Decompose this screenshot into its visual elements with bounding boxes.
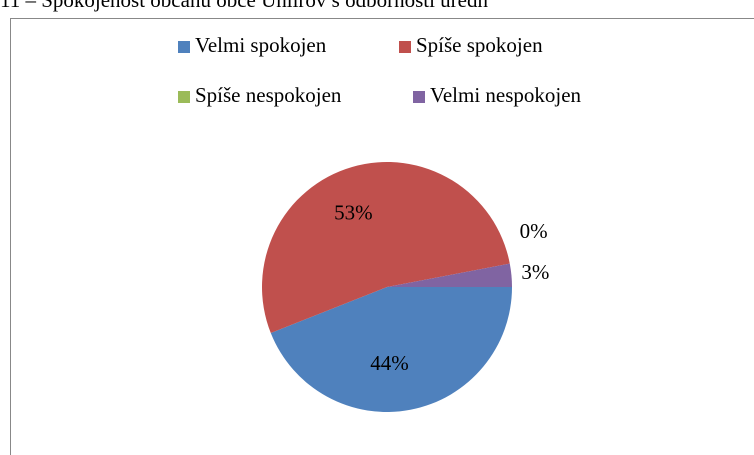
data-label: 53% bbox=[334, 200, 373, 224]
legend-label: Velmi nespokojen bbox=[430, 83, 582, 107]
legend-label: Spíše spokojen bbox=[416, 33, 543, 57]
legend-swatch bbox=[178, 41, 190, 53]
chart-title: 11 – Spokojenost občanů obce Uhlířov s o… bbox=[0, 0, 488, 12]
data-label: 0% bbox=[520, 219, 548, 243]
pie-slice bbox=[387, 263, 512, 287]
legend-label: Spíše nespokojen bbox=[195, 83, 342, 107]
legend-swatch bbox=[178, 91, 190, 103]
legend-swatch bbox=[399, 41, 411, 53]
chart-frame bbox=[10, 18, 754, 455]
data-label: 3% bbox=[521, 260, 549, 284]
pie-slice bbox=[270, 287, 512, 413]
pie-slice bbox=[262, 162, 510, 334]
legend-swatch bbox=[413, 91, 425, 103]
data-label: 44% bbox=[370, 351, 409, 375]
legend-label: Velmi spokojen bbox=[195, 33, 327, 57]
